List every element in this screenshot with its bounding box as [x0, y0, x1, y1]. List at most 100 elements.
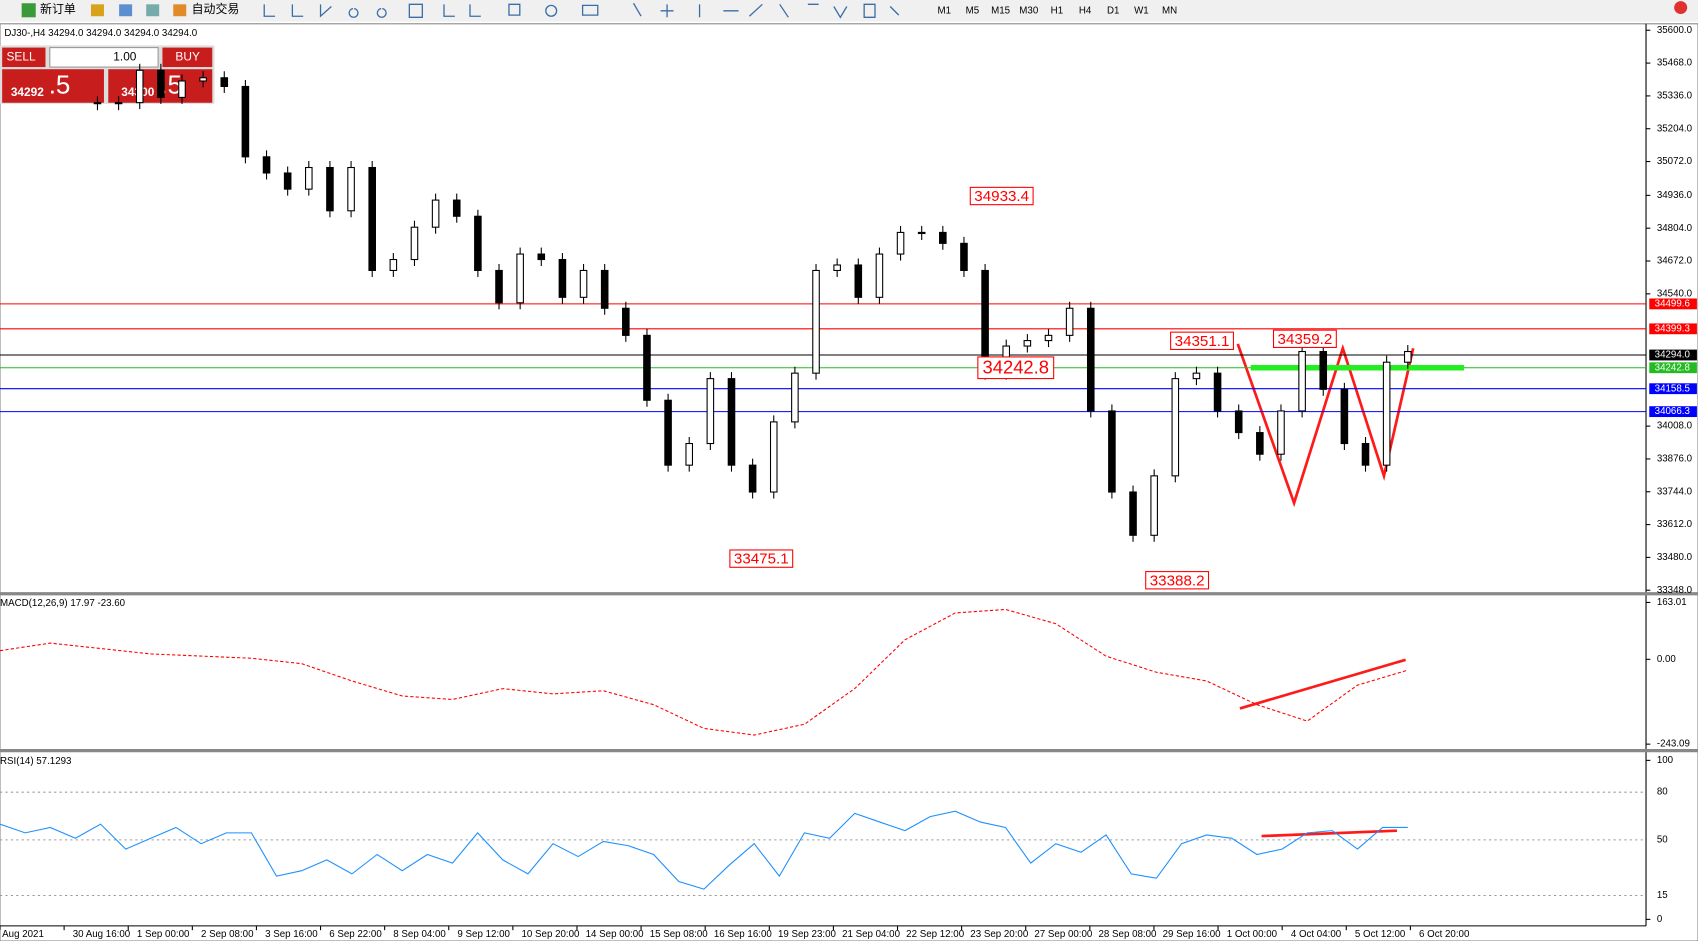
lot-input[interactable]	[49, 47, 159, 68]
chart-frame	[0, 23, 1698, 942]
auto-trading[interactable]: 自动交易	[192, 2, 240, 16]
new-order[interactable]: 新订单	[40, 2, 76, 16]
candle-body	[93, 102, 102, 105]
rsi-tick-label: 50	[1657, 834, 1668, 845]
x-tick-label: 4 Oct 04:00	[1291, 929, 1342, 940]
toolbar	[0, 0, 1698, 22]
tool-icon[interactable]	[119, 4, 133, 17]
sell-label[interactable]: SELL	[6, 49, 35, 63]
timeframe-button[interactable]: W1	[1134, 5, 1149, 16]
candle-body	[326, 166, 334, 212]
x-tick-label: 28 Sep 08:00	[1099, 929, 1158, 940]
timeframe-button[interactable]: H1	[1051, 5, 1063, 16]
timeframe-button[interactable]: H4	[1079, 5, 1092, 16]
candle-body	[1298, 350, 1306, 412]
level-tag	[1649, 349, 1697, 361]
timeframe-button[interactable]: M1	[938, 5, 952, 16]
rsi-line	[0, 810, 1408, 890]
candle-body	[495, 269, 503, 304]
y-tick-label: 34936.0	[1657, 190, 1693, 201]
candle-body	[178, 80, 186, 98]
y-tick-label: 33348.0	[1657, 585, 1693, 596]
candle-body	[1086, 307, 1095, 412]
x-tick-label: 27 Aug 2021	[0, 929, 44, 940]
candle-body	[727, 378, 736, 466]
level-tag	[1649, 383, 1697, 395]
y-tick-label: 35468.0	[1657, 58, 1693, 69]
buy-label[interactable]: BUY	[175, 49, 200, 63]
buy-button[interactable]	[162, 47, 213, 68]
macd-tick-label: 0.00	[1657, 654, 1677, 665]
x-tick-label: 1 Oct 00:00	[1227, 929, 1278, 940]
candle-body	[431, 199, 440, 228]
rsi-tick-label: 100	[1657, 755, 1674, 766]
candle-body	[1192, 372, 1201, 380]
macd-label: MACD(12,26,9) 17.97 -23.60	[0, 598, 126, 609]
y-tick-label: 34540.0	[1657, 288, 1693, 299]
tool-icon[interactable]	[146, 4, 160, 17]
level-tag	[1649, 406, 1697, 418]
bid-big[interactable]: .5	[49, 69, 71, 99]
sell-button[interactable]	[2, 47, 46, 68]
timeframe-button[interactable]: D1	[1107, 5, 1119, 16]
y-tick-label: 35072.0	[1657, 156, 1693, 167]
candle-body	[664, 399, 672, 466]
rsi-label: RSI(14) 57.1293	[0, 756, 71, 767]
candle-body	[917, 231, 926, 235]
candle-body	[305, 166, 313, 190]
level-label: 34294.0	[1655, 350, 1691, 361]
candle-body	[791, 372, 799, 423]
new-order-icon[interactable]	[21, 3, 36, 18]
candle-body	[262, 156, 271, 174]
price-annotation-box	[1272, 329, 1337, 348]
level-label: 34158.5	[1655, 383, 1690, 394]
candle-body	[241, 85, 250, 158]
candle-body	[579, 269, 588, 298]
price-annotation-box	[1170, 331, 1234, 351]
x-tick-label: 16 Sep 16:00	[714, 929, 773, 940]
price-arrow	[1236, 343, 1415, 508]
candle-body	[622, 307, 630, 336]
level-label: 34399.3	[1655, 323, 1690, 334]
auto-trading-icon[interactable]	[173, 4, 187, 17]
lot-value[interactable]: 1.00	[113, 49, 137, 63]
x-tick-label: 6 Sep 22:00	[329, 929, 382, 940]
toolbar-icons[interactable]	[263, 2, 900, 19]
x-tick-label: 27 Sep 00:00	[1034, 929, 1093, 940]
x-tick-label: 8 Sep 04:00	[393, 929, 446, 940]
y-tick-label: 35600.0	[1657, 25, 1693, 36]
candle-body	[769, 421, 778, 493]
timeframe-button[interactable]: M15	[991, 5, 1010, 16]
candle-body	[643, 334, 651, 401]
y-tick-label: 33744.0	[1657, 486, 1693, 497]
candle-body	[1129, 491, 1137, 536]
y-tick-label: 34672.0	[1657, 256, 1693, 267]
bid-main[interactable]: 34292	[11, 85, 44, 99]
timeframe-button[interactable]: M30	[1019, 5, 1039, 16]
bid-box[interactable]	[2, 69, 104, 103]
candle-body	[1340, 388, 1349, 445]
candle-body	[748, 464, 757, 493]
price-annotation: 34351.1	[1175, 333, 1230, 350]
timeframe-button[interactable]: MN	[1162, 5, 1177, 16]
candle-body	[474, 215, 482, 272]
tool-icon[interactable]	[90, 4, 104, 17]
price-annotation: 34359.2	[1278, 331, 1333, 348]
candle-body	[1382, 361, 1391, 466]
x-tick-label: 10 Sep 20:00	[522, 929, 581, 940]
candle-body	[1234, 410, 1243, 434]
x-tick-label: 23 Sep 20:00	[970, 929, 1029, 940]
x-tick-label: 14 Sep 00:00	[586, 929, 645, 940]
candle-body	[283, 172, 292, 190]
candle-body	[939, 231, 947, 244]
ask-big[interactable]: .5	[160, 69, 182, 99]
candle-body	[960, 242, 968, 272]
candle-body	[157, 69, 165, 98]
timeframe-button[interactable]: M5	[966, 5, 980, 16]
candle-body	[812, 269, 820, 374]
level-tag	[1649, 323, 1697, 335]
y-tick-label: 33876.0	[1657, 454, 1693, 465]
level-label: 34066.3	[1655, 406, 1690, 417]
alert-badge[interactable]	[1674, 1, 1688, 15]
